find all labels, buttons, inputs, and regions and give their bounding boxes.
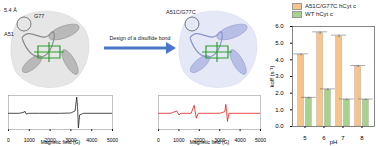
svg-text:G77: G77 [34, 13, 44, 19]
svg-text:Magnetic field (G): Magnetic field (G) [41, 139, 81, 145]
svg-text:5000: 5000 [107, 137, 118, 143]
svg-text:5.0: 5.0 [275, 40, 284, 46]
svg-text:0.0: 0.0 [275, 123, 284, 129]
svg-text:5.4 Å: 5.4 Å [4, 7, 17, 13]
svg-text:1000: 1000 [173, 137, 184, 143]
svg-text:3.0: 3.0 [275, 73, 284, 79]
svg-text:0: 0 [7, 137, 10, 143]
svg-text:6: 6 [322, 135, 326, 141]
svg-text:7: 7 [341, 135, 345, 141]
svg-text:8: 8 [360, 135, 364, 141]
svg-text:Magnetic field (G): Magnetic field (G) [190, 139, 230, 145]
svg-text:pH: pH [330, 139, 338, 145]
svg-text:1.0: 1.0 [275, 107, 284, 113]
svg-text:4000: 4000 [235, 137, 246, 143]
svg-text:koff (s⁻¹): koff (s⁻¹) [269, 65, 275, 87]
svg-text:0: 0 [157, 137, 160, 143]
svg-text:A51C/G77C: A51C/G77C [166, 9, 196, 15]
svg-text:A51: A51 [4, 31, 14, 37]
svg-text:5000: 5000 [255, 137, 266, 143]
svg-text:4000: 4000 [86, 137, 97, 143]
svg-text:Design of a disulfide bond: Design of a disulfide bond [110, 35, 171, 41]
svg-text:2.0: 2.0 [275, 90, 284, 96]
svg-text:6.0: 6.0 [275, 23, 284, 29]
svg-text:1000: 1000 [24, 137, 35, 143]
html-text:A51C/G77C hCyt c: A51C/G77C hCyt c [305, 3, 356, 9]
svg-text:4.0: 4.0 [275, 57, 284, 63]
svg-text:5: 5 [303, 135, 307, 141]
html-text:WT hCyt c: WT hCyt c [305, 11, 333, 17]
